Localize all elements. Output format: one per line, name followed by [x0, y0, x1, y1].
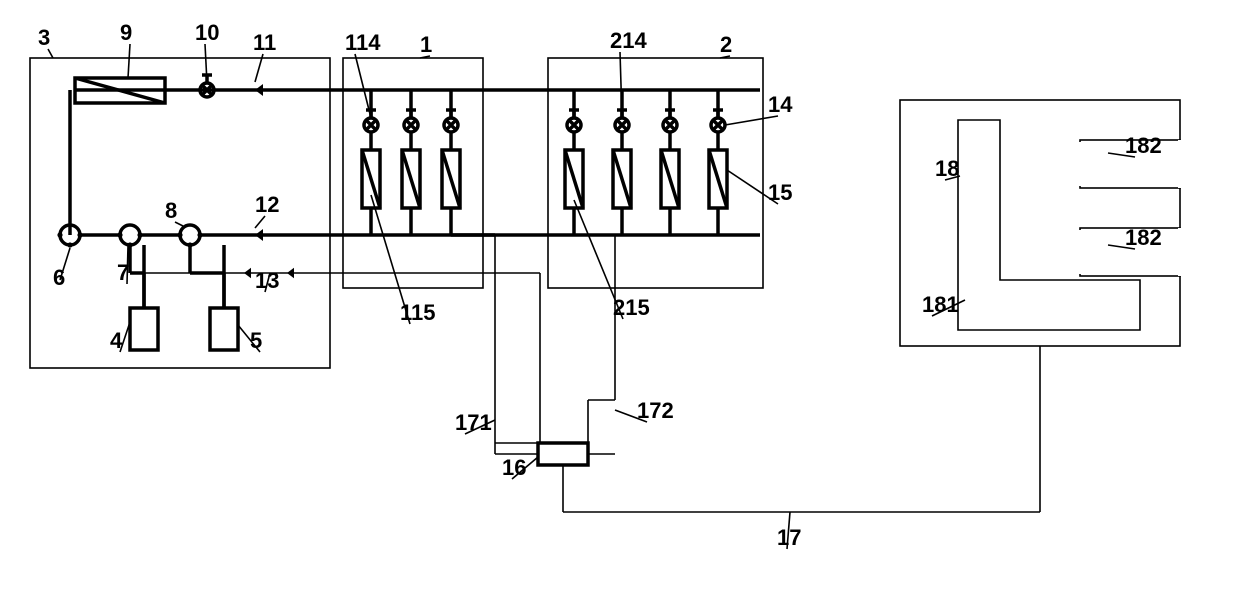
label-114: 114: [345, 30, 381, 55]
label-115: 115: [400, 300, 436, 325]
label-182: 182: [1125, 133, 1162, 158]
label-8: 8: [165, 198, 177, 223]
label-182: 182: [1125, 225, 1162, 250]
schematic-svg: 1234567891011121314151617181141151711721…: [0, 0, 1240, 600]
label-15: 15: [768, 180, 792, 205]
label-2: 2: [720, 32, 732, 57]
corridor-181: [958, 120, 1140, 330]
label-9: 9: [120, 20, 132, 45]
label-181: 181: [922, 292, 959, 317]
label-171: 171: [455, 410, 492, 435]
label-12: 12: [255, 192, 279, 217]
label-14: 14: [768, 92, 793, 117]
label-10: 10: [195, 20, 219, 45]
label-214: 214: [610, 28, 647, 53]
label-172: 172: [637, 398, 674, 423]
label-11: 11: [253, 30, 276, 55]
label-1: 1: [420, 32, 432, 57]
label-3: 3: [38, 25, 50, 50]
label-5: 5: [250, 328, 262, 353]
